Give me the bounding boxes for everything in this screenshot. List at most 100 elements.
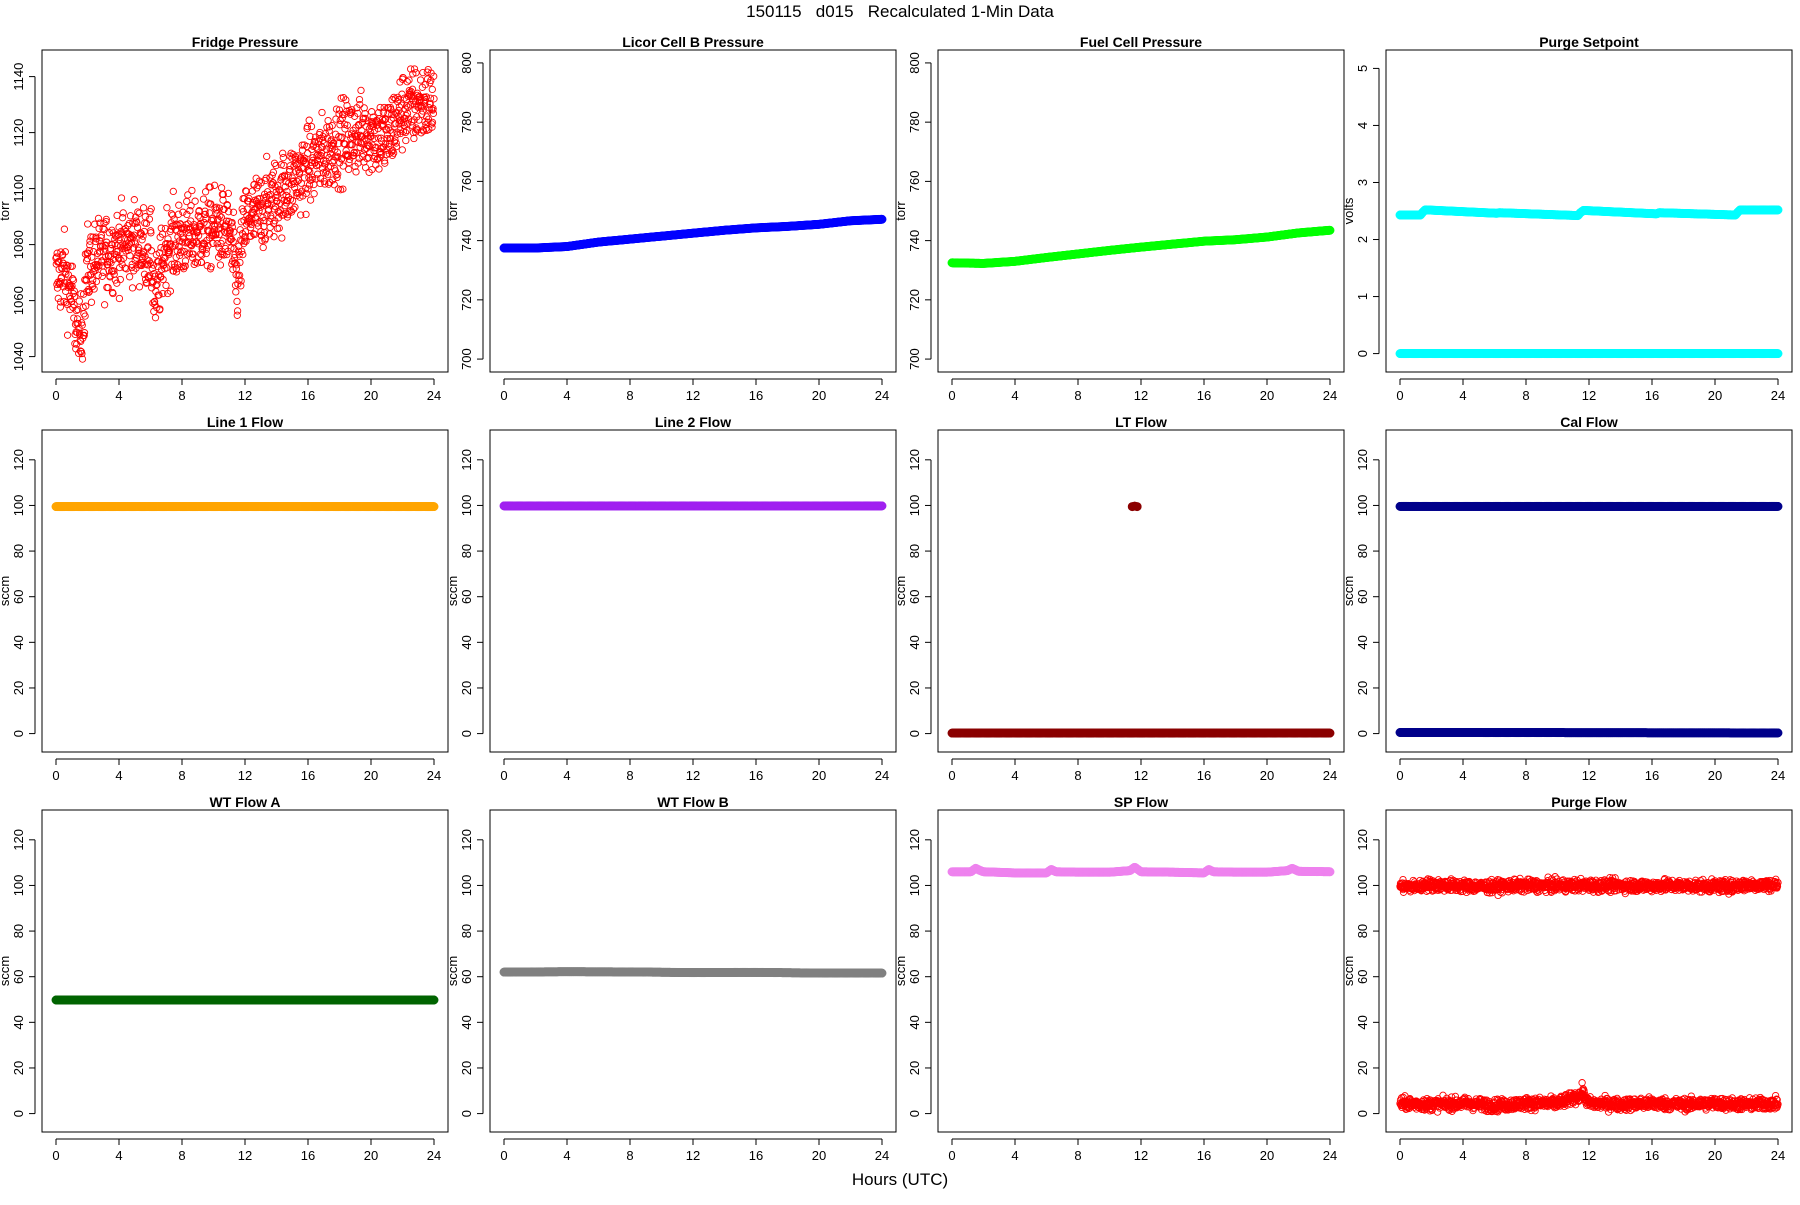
y-tick-label: 780 [907,111,922,133]
y-tick-label: 3 [1355,179,1370,186]
data-point [218,185,224,191]
panel-title: Licor Cell B Pressure [622,34,764,50]
data-point [249,188,255,194]
y-tick-label: 0 [1355,350,1370,357]
x-tick-label: 16 [1197,388,1211,403]
panel-title: Purge Setpoint [1539,34,1639,50]
x-tick-label: 12 [686,388,700,403]
y-tick-label: 760 [907,171,922,193]
data-point [176,202,182,208]
y-axis-label: sccm [0,576,12,606]
y-tick-label: 0 [11,730,26,737]
y-tick-label: 700 [459,348,474,370]
data-point [85,221,91,227]
y-tick-label: 1 [1355,293,1370,300]
x-tick-label: 0 [52,388,59,403]
y-tick-label: 700 [907,348,922,370]
y-tick-label: 800 [907,52,922,74]
y-tick-label: 740 [907,230,922,252]
data-point [429,86,435,92]
data-point [280,154,286,160]
data-point [140,205,146,211]
data-point [233,289,239,295]
data-point [234,308,240,314]
y-tick-label: 4 [1355,122,1370,129]
data-point [279,235,285,241]
y-tick-label: 1040 [11,342,26,371]
y-tick-label: 40 [11,635,26,649]
x-tick-label: 4 [115,388,122,403]
data-point [192,198,198,204]
data-points [53,66,437,386]
y-tick-label: 1140 [11,63,26,91]
x-tick-label: 20 [364,768,378,783]
data-point [1326,226,1334,234]
panel-title: Line 1 Flow [207,414,283,430]
x-tick-label: 12 [238,388,252,403]
series-0 [1396,349,1782,357]
x-tick-label: 0 [52,768,59,783]
series-0 [53,66,437,386]
y-tick-label: 120 [11,449,26,471]
x-tick-label: 0 [1396,388,1403,403]
x-tick-label: 24 [875,388,889,403]
data-point [234,298,240,304]
data-point [75,380,81,386]
data-point [411,135,417,141]
y-tick-label: 1100 [11,175,26,203]
x-tick-label: 24 [1323,388,1337,403]
x-tick-label: 4 [1459,388,1466,403]
data-point [118,195,124,201]
data-point [305,150,311,156]
y-tick-label: 5 [1355,65,1370,72]
x-tick-label: 24 [1771,388,1785,403]
panel-title: Fuel Cell Pressure [1080,34,1202,50]
x-tick-label: 16 [301,768,315,783]
plot-frame [938,50,1344,372]
series-0 [500,215,886,252]
data-point [311,191,317,197]
data-point [170,188,176,194]
data-point [307,197,313,203]
x-tick-label: 8 [178,768,185,783]
y-axis-label: torr [893,201,908,221]
plot-frame [42,430,448,752]
data-point [399,147,405,153]
y-tick-label: 1080 [11,230,26,259]
data-point [116,295,122,301]
data-point [346,166,352,172]
y-tick-label: 740 [459,230,474,252]
x-tick-label: 20 [1260,388,1274,403]
y-axis-label: torr [0,201,12,221]
data-points [948,226,1334,267]
x-tick-label: 24 [427,768,441,783]
x-tick-label: 12 [238,768,252,783]
data-point [306,117,312,123]
data-point [319,109,325,115]
y-tick-label: 2 [1355,236,1370,243]
x-tick-label: 20 [1708,388,1722,403]
y-axis-label: volts [1341,197,1356,224]
data-point [152,315,158,321]
x-tick-label: 8 [178,388,185,403]
data-point [131,197,137,203]
y-tick-label: 1060 [11,286,26,315]
data-point [99,273,105,279]
data-point [1774,349,1782,357]
data-point [120,210,126,216]
data-point [61,226,67,232]
y-tick-label: 760 [459,171,474,193]
x-tick-label: 4 [115,768,122,783]
y-tick-label: 1120 [11,119,26,147]
x-tick-label: 16 [301,388,315,403]
data-point [1774,206,1782,214]
y-tick-label: 20 [11,681,26,695]
x-tick-label: 16 [1645,388,1659,403]
x-tick-label: 0 [948,388,955,403]
data-point [230,209,236,215]
